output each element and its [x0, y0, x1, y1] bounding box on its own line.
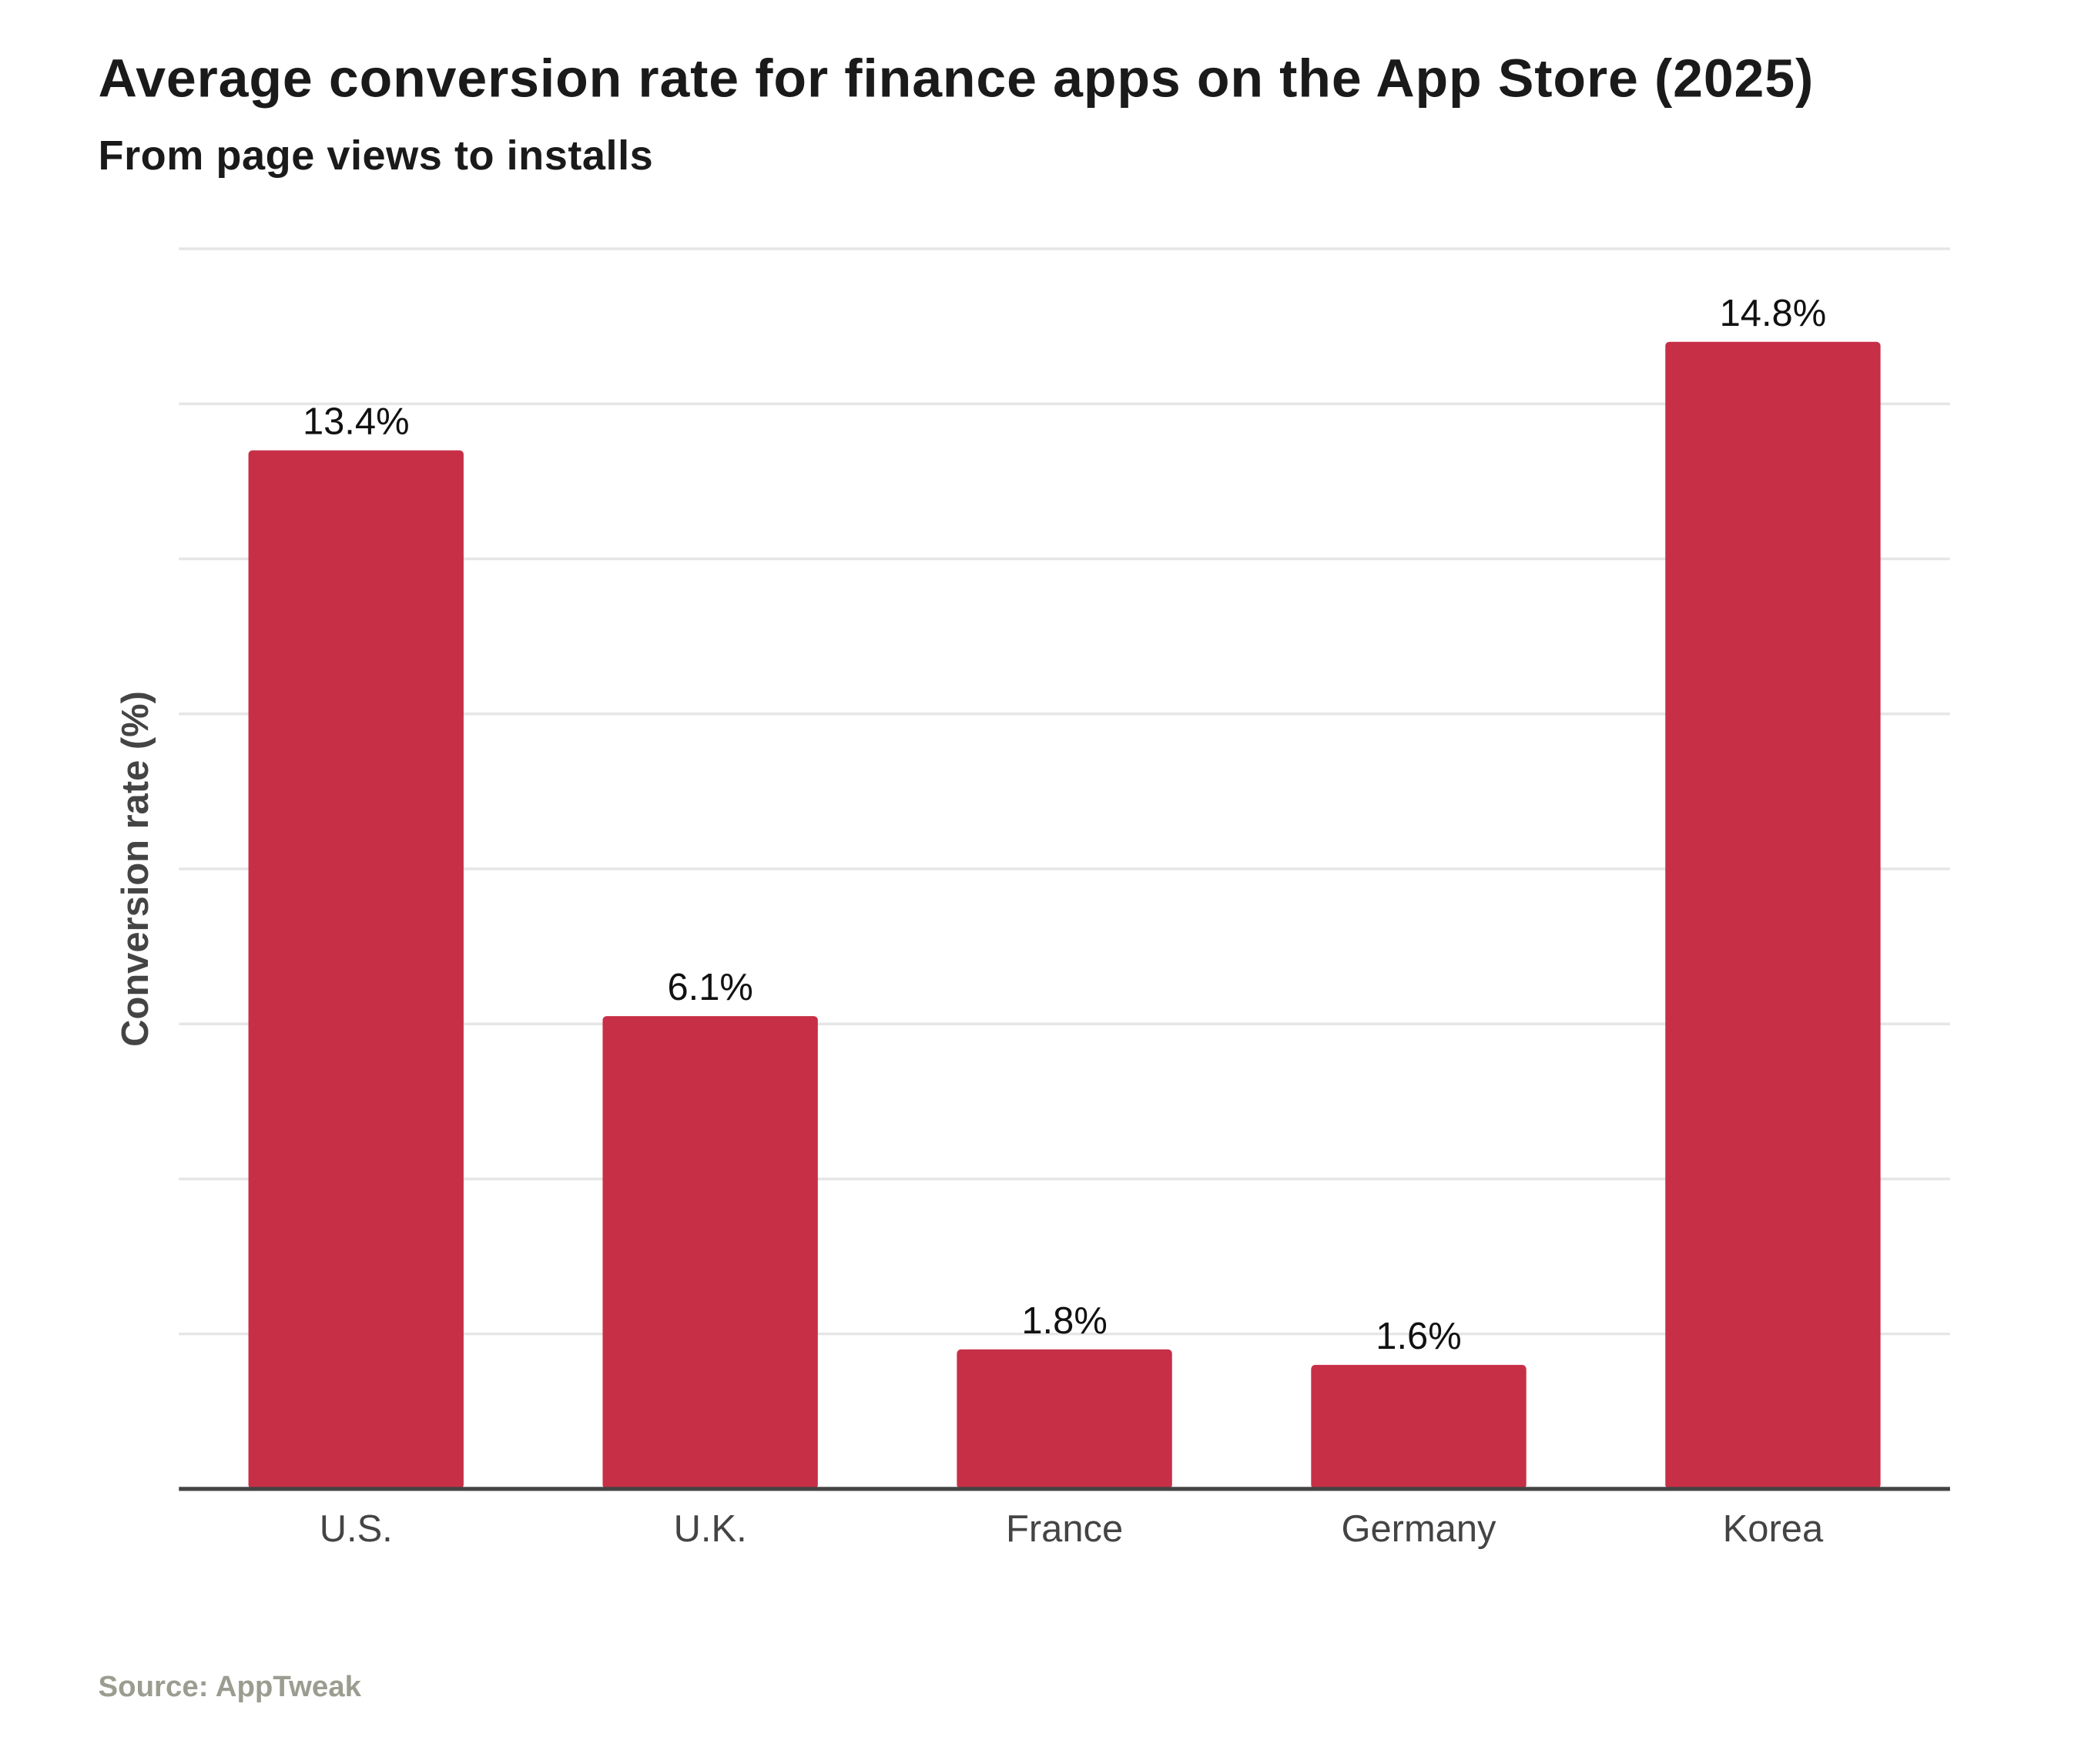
bars	[248, 341, 1881, 1489]
data-label: 13.4%	[303, 401, 410, 443]
x-tick-label: France	[1006, 1508, 1123, 1550]
chart-subtitle: From page views to installs	[99, 132, 654, 179]
x-tick-label: Korea	[1723, 1508, 1824, 1550]
chart-title: Average conversion rate for finance apps…	[99, 49, 1815, 109]
bar-us	[248, 450, 464, 1489]
data-label: 1.8%	[1021, 1300, 1107, 1342]
data-label: 6.1%	[667, 967, 752, 1008]
gridlines	[179, 247, 1950, 1336]
source-note: Source: AppTweak	[99, 1670, 362, 1703]
bar-france	[957, 1349, 1172, 1489]
x-tick-label: Germany	[1342, 1508, 1497, 1550]
labels: 13.4% U.S. 6.1% U.K. 1.8% France 1.6% Germany 14…	[303, 293, 1826, 1550]
data-label: 1.6%	[1376, 1316, 1461, 1357]
bar-germany	[1311, 1364, 1527, 1489]
y-axis-label: Conversion rate (%)	[115, 691, 156, 1047]
data-label: 14.8%	[1720, 293, 1827, 334]
bar-korea	[1665, 341, 1881, 1489]
x-tick-label: U.K.	[674, 1508, 747, 1550]
bar-uk	[602, 1016, 818, 1489]
x-tick-label: U.S.	[320, 1508, 393, 1550]
